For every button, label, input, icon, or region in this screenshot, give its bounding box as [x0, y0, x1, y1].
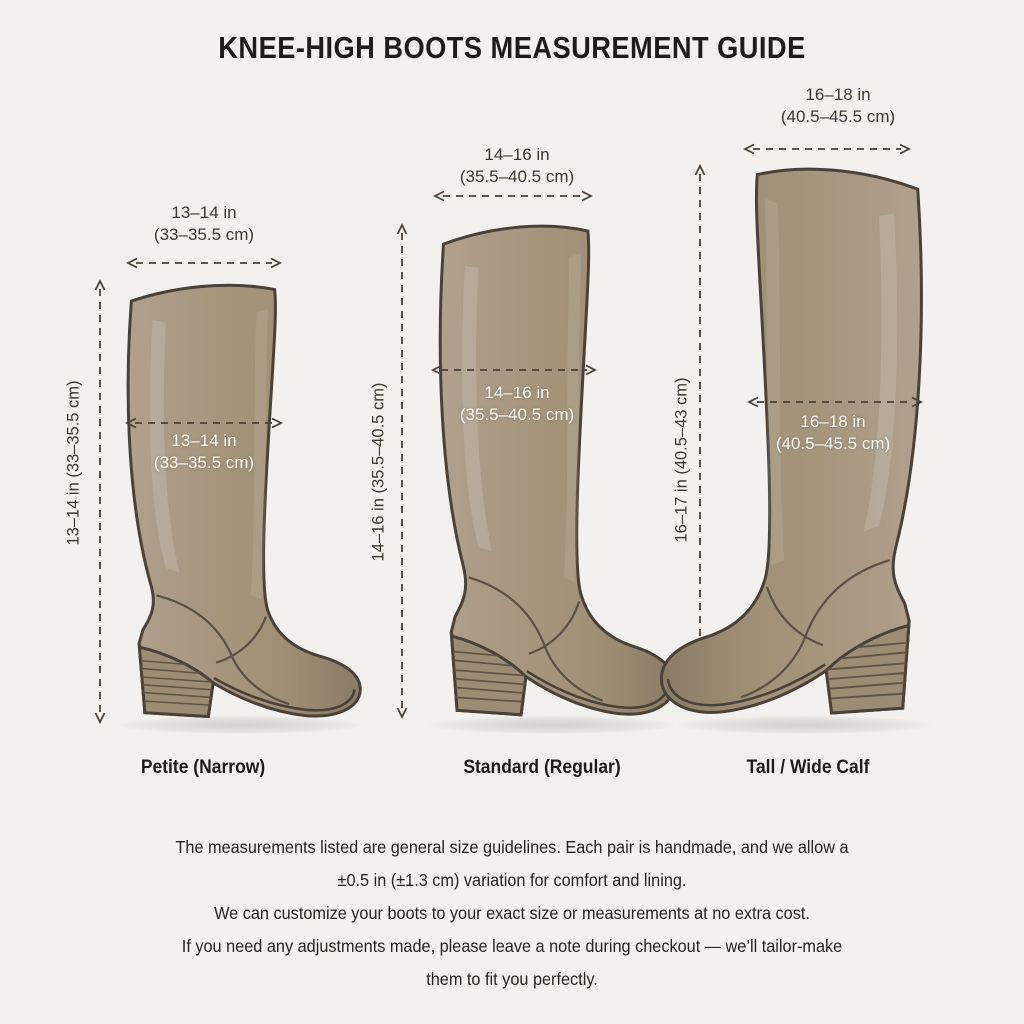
- boot3-top-width-arrow: [742, 143, 912, 155]
- boot1-calf-cm: (33–35.5 cm): [153, 453, 255, 472]
- boot1-illustration: [116, 278, 366, 730]
- boot3-calf-arrow: [746, 396, 924, 408]
- boot1-top-width-label: 13–14 in (33–35.5 cm): [154, 202, 254, 246]
- boot3-calf-in: 16–18 in: [800, 412, 866, 431]
- boot1-calf-label: 13–14 in (33–35.5 cm): [154, 430, 254, 474]
- boot2-calf-cm: (35.5–40.5 cm): [459, 405, 575, 424]
- boot1-top-width-cm: (33–35.5 cm): [153, 225, 255, 244]
- boot1-name: Petite (Narrow): [140, 757, 266, 778]
- boot2-top-width-label: 14–16 in (35.5–40.5 cm): [460, 144, 574, 188]
- boot2-calf-arrow: [430, 364, 598, 376]
- boot3-calf-label: 16–18 in (40.5–45.5 cm): [776, 411, 890, 455]
- footer-notes: The measurements listed are general size…: [82, 831, 942, 996]
- boot1-top-width-in: 13–14 in: [171, 203, 237, 222]
- footer-line: We can customize your boots to your exac…: [214, 903, 810, 923]
- boot1-calf-arrow: [124, 417, 284, 429]
- footer-line: The measurements listed are general size…: [175, 837, 849, 857]
- boot2-calf-label: 14–16 in (35.5–40.5 cm): [460, 382, 574, 426]
- page-title: KNEE-HIGH BOOTS MEASUREMENT GUIDE: [218, 30, 806, 65]
- boot3-calf-cm: (40.5–45.5 cm): [775, 434, 891, 453]
- boot2-top-width-in: 14–16 in: [484, 145, 550, 164]
- boot3-illustration: [655, 160, 935, 730]
- boot2-top-width-cm: (35.5–40.5 cm): [459, 167, 575, 186]
- boot1-calf-in: 13–14 in: [171, 431, 237, 450]
- boot3-top-width-in: 16–18 in: [805, 85, 871, 104]
- boot2-illustration: [428, 218, 680, 730]
- boot2-shadow: [430, 716, 674, 734]
- boot2-top-width-arrow: [432, 190, 594, 202]
- boot3-name: Tall / Wide Calf: [746, 757, 870, 778]
- boot1-shadow: [120, 716, 360, 734]
- boot1-top-width-arrow: [125, 257, 283, 269]
- boot1-height-arrow: [94, 278, 106, 725]
- boot2-name: Standard (Regular): [463, 757, 621, 778]
- boot2-height-arrow: [396, 222, 408, 720]
- footer-line: them to fit you perfectly.: [426, 969, 598, 989]
- boot3-top-width-label: 16–18 in (40.5–45.5 cm): [781, 84, 895, 128]
- boot1-height-label: 13–14 in (33–35.5 cm): [64, 380, 83, 546]
- footer-line: If you need any adjustments made, please…: [181, 936, 843, 956]
- footer-line: ±0.5 in (±1.3 cm) variation for comfort …: [337, 870, 687, 890]
- boot3-top-width-cm: (40.5–45.5 cm): [780, 107, 896, 126]
- boot2-height-label: 14–16 in (35.5–40.5 cm): [369, 382, 388, 562]
- boot3-shadow: [678, 716, 930, 734]
- boot2-calf-in: 14–16 in: [484, 383, 550, 402]
